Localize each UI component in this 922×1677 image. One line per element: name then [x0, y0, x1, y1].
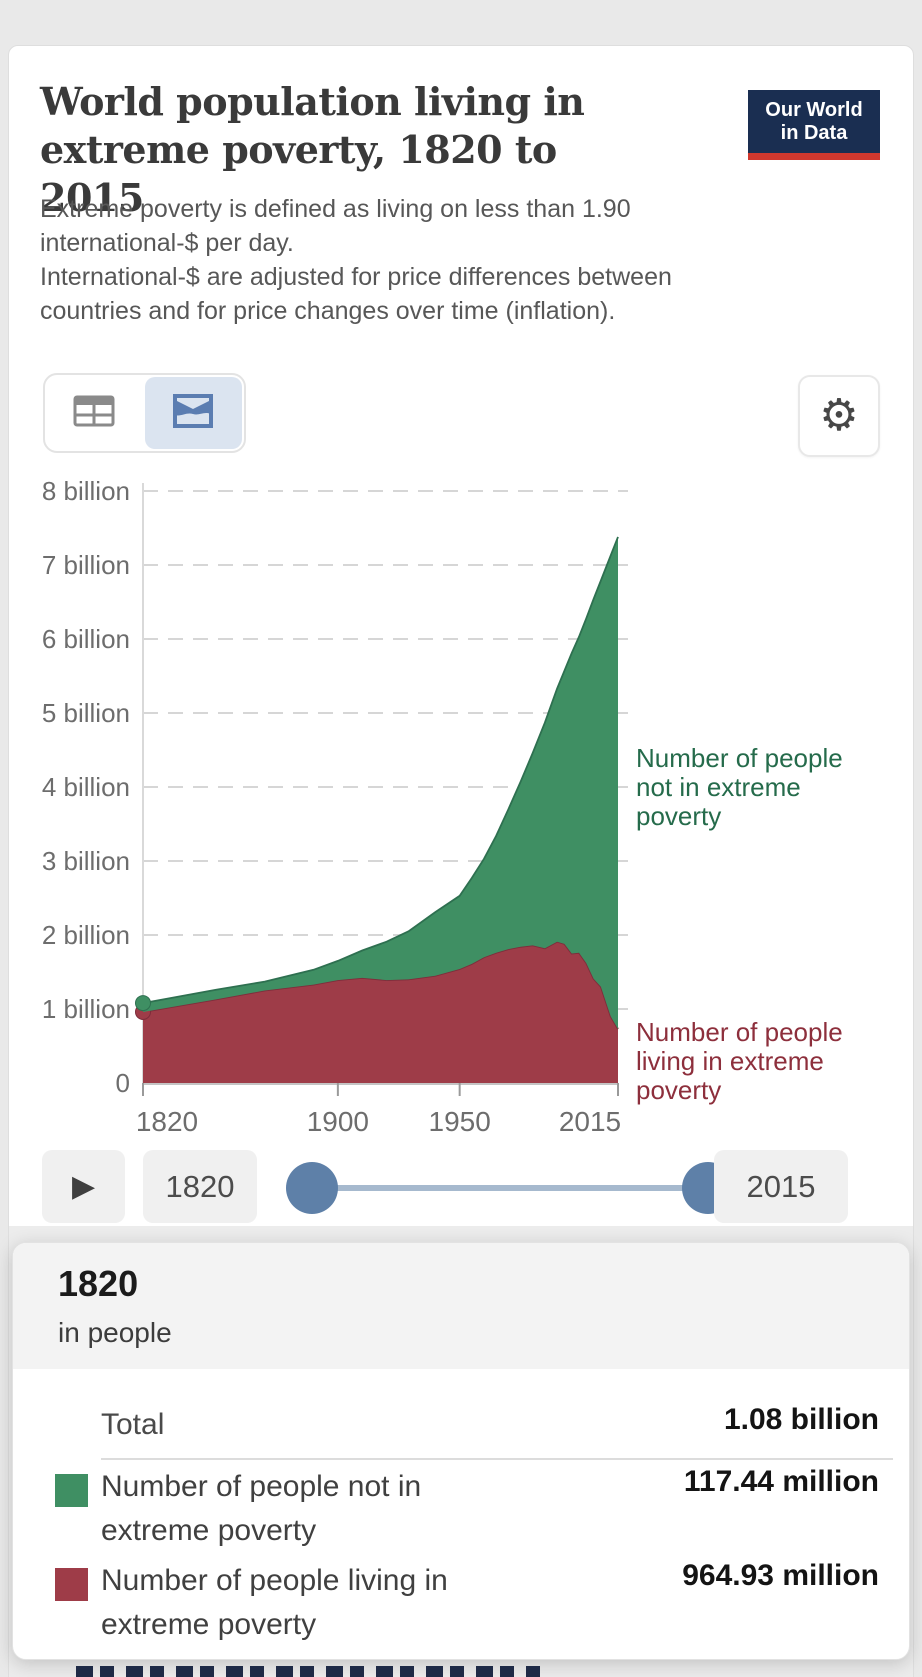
timeline-handle-start[interactable] [286, 1162, 338, 1214]
stacked-area-chart[interactable]: 0 1 billion 2 billion 3 billion 4 billion 5 b… [0, 450, 922, 1140]
subtitle-line1: Extreme poverty is defined as living on … [40, 195, 631, 257]
tooltip-total-value: 1.08 billion [723, 1403, 879, 1436]
tooltip-header [13, 1243, 909, 1369]
tooltip-total-label: Total [101, 1408, 165, 1441]
series-annotation-not-poverty: Number of people not in extreme poverty [636, 743, 843, 832]
table-view-button[interactable] [45, 375, 143, 451]
tooltip-unit: in people [58, 1317, 172, 1348]
area-series-poverty[interactable] [143, 941, 618, 1083]
timeline-end-year[interactable]: 2015 [714, 1150, 848, 1223]
tooltip-year: 1820 [58, 1263, 139, 1304]
table-icon [73, 395, 115, 432]
clipped-footer-text [76, 1666, 540, 1677]
chart-view-button[interactable] [144, 377, 242, 449]
logo-line1: Our World [765, 98, 863, 121]
x-tick-label: 2015 [559, 1106, 621, 1137]
settings-button[interactable]: ⚙ [798, 375, 880, 457]
stacked-area-chart-icon [172, 393, 214, 434]
y-tick-label: 5 billion [42, 698, 130, 728]
owid-logo[interactable]: Our World in Data [748, 90, 880, 160]
play-button[interactable]: ▶ [42, 1150, 125, 1223]
y-tick-label: 0 [116, 1068, 130, 1098]
tooltip-row-label: Number of people not in extreme poverty [101, 1470, 422, 1547]
x-tick-label: 1820 [136, 1106, 198, 1137]
series-annotation-poverty: Number of people living in extreme pover… [636, 1017, 843, 1106]
logo-line2: in Data [780, 121, 848, 144]
tooltip-row-value: 964.93 million [682, 1559, 879, 1592]
play-icon: ▶ [71, 1170, 96, 1203]
legend-swatch-poverty [55, 1568, 88, 1601]
chart-subtitle: Extreme poverty is defined as living on … [40, 192, 780, 328]
x-tick-label: 1900 [307, 1106, 369, 1137]
y-tick-label: 8 billion [42, 476, 130, 506]
subtitle-line2: International-$ are adjusted for price d… [40, 263, 672, 325]
series-start-dot [135, 995, 151, 1012]
view-toggle-group [43, 373, 246, 453]
y-tick-label: 3 billion [42, 846, 130, 876]
y-tick-label: 6 billion [42, 624, 130, 654]
y-tick-label: 1 billion [42, 994, 130, 1024]
gear-icon: ⚙ [819, 391, 859, 440]
data-tooltip: 1820 in people Total 1.08 billion Number… [12, 1242, 910, 1660]
tooltip-row-label: Number of people living in extreme pover… [101, 1564, 448, 1641]
tooltip-divider [101, 1458, 893, 1460]
y-tick-label: 7 billion [42, 550, 130, 580]
timeline-start-year[interactable]: 1820 [143, 1150, 257, 1223]
x-tick-label: 1950 [429, 1106, 491, 1137]
page-title: World population living in extreme pover… [40, 79, 585, 220]
tooltip-row-value: 117.44 million [683, 1465, 879, 1498]
timeline-slider-track[interactable] [312, 1185, 708, 1191]
legend-swatch-not-poverty [55, 1474, 88, 1507]
area-edge-not-poverty [142, 536, 619, 1004]
area-series-not-poverty[interactable] [143, 536, 618, 1029]
y-tick-label: 2 billion [42, 920, 130, 950]
y-tick-label: 4 billion [42, 772, 130, 802]
